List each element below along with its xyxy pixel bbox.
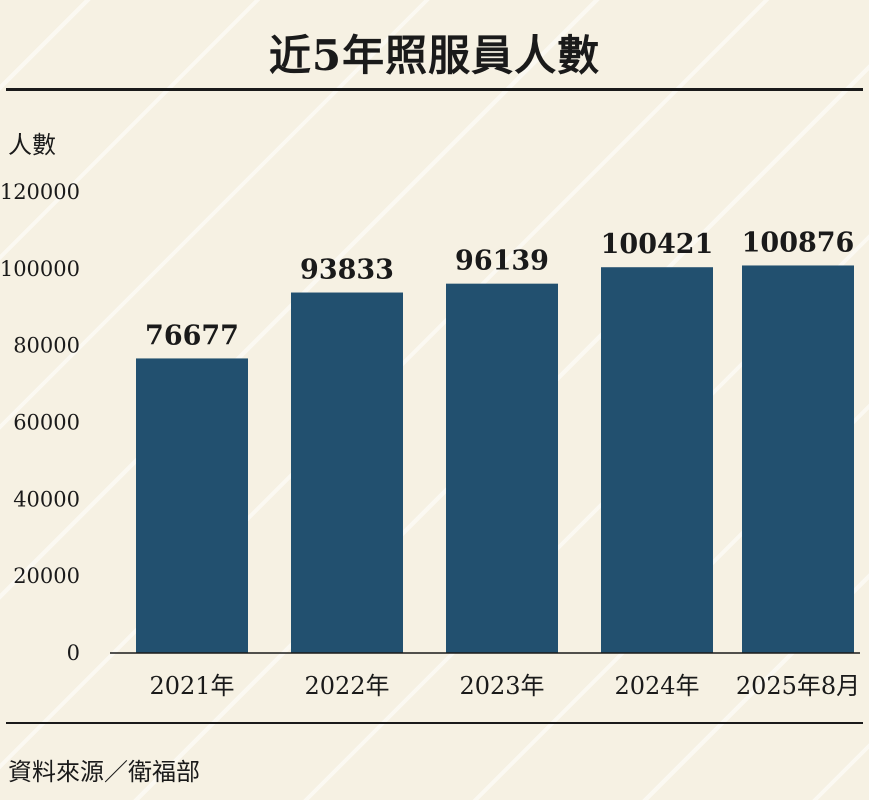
bar-value-label: 96139 — [455, 246, 549, 277]
x-category-label: 2023年 — [459, 672, 544, 700]
value-labels: 76677 93833 96139 100421 100876 — [145, 227, 854, 351]
bar — [291, 292, 403, 653]
x-category-label: 2024年 — [614, 672, 699, 700]
title-divider — [6, 88, 863, 91]
bar — [742, 265, 854, 653]
y-tick-label: 80000 — [13, 334, 80, 358]
x-category-label: 2025年8月 — [736, 672, 860, 700]
chart-title: 近5年照服員人數 — [268, 31, 601, 80]
y-tick-label: 120000 — [0, 180, 80, 204]
bar-value-label: 100876 — [742, 227, 855, 258]
footer-divider — [6, 722, 863, 724]
bar — [601, 267, 713, 653]
bar-chart: 人數 0 20000 40000 60000 80000 100000 120000 766… — [0, 131, 860, 700]
y-tick-label: 0 — [67, 641, 80, 665]
y-tick-label: 20000 — [13, 564, 80, 588]
bar — [446, 283, 558, 653]
x-axis-categories: 2021年 2022年 2023年 2024年 2025年8月 — [149, 672, 860, 700]
bar-value-label: 76677 — [145, 320, 239, 351]
source-note: 資料來源／衛福部 — [8, 758, 200, 786]
bar-value-label: 100421 — [601, 229, 714, 260]
x-category-label: 2021年 — [149, 672, 234, 700]
y-axis-ticks: 0 20000 40000 60000 80000 100000 120000 — [0, 180, 80, 665]
bar — [136, 358, 248, 653]
y-axis-label: 人數 — [8, 131, 56, 159]
bars — [136, 265, 854, 653]
y-tick-label: 40000 — [13, 487, 80, 511]
bar-value-label: 93833 — [300, 255, 394, 286]
y-tick-label: 60000 — [13, 411, 80, 435]
x-category-label: 2022年 — [304, 672, 389, 700]
y-tick-label: 100000 — [0, 257, 80, 281]
